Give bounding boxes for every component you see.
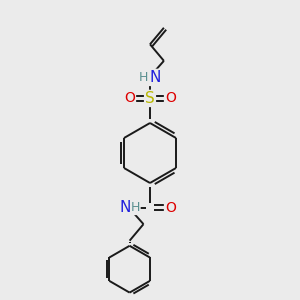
Text: O: O [124,92,135,105]
Text: N: N [119,200,130,215]
Text: N: N [149,70,160,85]
Text: S: S [145,91,155,106]
Text: O: O [165,201,176,214]
Text: H: H [139,71,148,84]
Text: O: O [165,92,176,105]
Text: H: H [130,201,140,214]
